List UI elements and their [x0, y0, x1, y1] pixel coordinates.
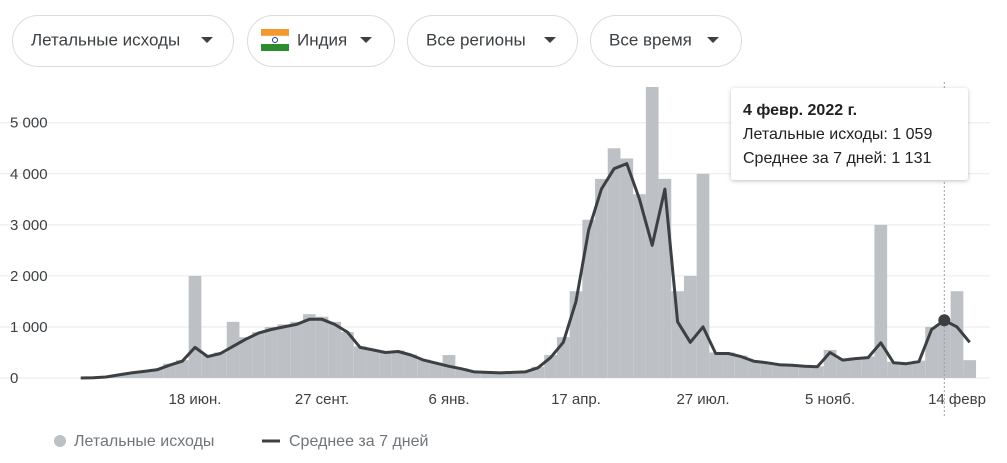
- tooltip-line: Летальные исходы: 1 059: [743, 126, 932, 143]
- x-tick-label: 27 сент.: [295, 391, 349, 408]
- bar: [214, 352, 227, 378]
- bar: [480, 372, 494, 378]
- bar: [734, 355, 748, 378]
- bar: [239, 337, 253, 378]
- filter-button[interactable]: [407, 15, 578, 67]
- bar: [633, 194, 646, 378]
- bar: [404, 354, 418, 378]
- bar: [899, 362, 913, 378]
- filter-button[interactable]: [590, 15, 742, 67]
- bar: [798, 365, 811, 378]
- bar: [315, 316, 329, 378]
- bar: [861, 356, 875, 378]
- bar: [531, 366, 545, 378]
- legend-label: Летальные исходы: [74, 433, 214, 450]
- x-tick-label: 18 июн.: [169, 391, 222, 408]
- bar: [582, 219, 596, 378]
- x-tick-label: 14 февр: [928, 391, 986, 408]
- bar: [747, 360, 761, 378]
- avg-line: [80, 162, 971, 380]
- hover-point: [938, 314, 951, 327]
- tooltip-title: 4 февр. 2022 г.: [743, 102, 857, 119]
- caret: [201, 37, 213, 43]
- bar: [264, 326, 278, 378]
- bar: [125, 372, 138, 378]
- bar: [455, 368, 469, 378]
- caret: [544, 37, 556, 43]
- bar: [391, 350, 405, 378]
- bar: [810, 366, 824, 378]
- y-tick-label: 1 000: [10, 319, 48, 336]
- bar: [722, 352, 735, 378]
- y-tick-label: 5 000: [10, 115, 48, 132]
- bar: [201, 355, 215, 378]
- bar: [341, 332, 354, 378]
- bar: [429, 362, 443, 378]
- y-tick-label: 3 000: [10, 217, 48, 234]
- tooltip: 4 февр. 2022 г. Летальные исходы: 1 059 …: [731, 88, 968, 180]
- bar: [772, 364, 786, 378]
- filter-label: Все время: [609, 30, 692, 49]
- y-tick-label: 4 000: [10, 166, 48, 183]
- bar: [277, 324, 291, 378]
- bar: [226, 321, 240, 378]
- bar: [417, 359, 430, 378]
- bar: [302, 314, 316, 378]
- bar: [671, 291, 684, 378]
- flag-icon: [260, 29, 290, 51]
- y-tick-label: 0: [10, 370, 18, 387]
- bar: [645, 87, 659, 378]
- bar: [379, 351, 392, 378]
- legend: Летальные исходы Среднее за 7 дней: [54, 433, 428, 450]
- tooltip-box: [731, 88, 968, 180]
- bar: [468, 371, 481, 378]
- bar: [493, 372, 507, 378]
- bar: [620, 158, 634, 378]
- bar: [366, 349, 380, 378]
- bar: [963, 360, 977, 378]
- bar: [849, 357, 862, 378]
- filter-label: Летальные исходы: [31, 30, 180, 49]
- bar: [353, 346, 367, 378]
- bar: [328, 321, 342, 378]
- filter-bar: Летальные исходы Индия Все регионы Все в…: [12, 15, 742, 67]
- bar: [760, 362, 773, 378]
- bar: [137, 370, 151, 378]
- x-tick-label: 6 янв.: [428, 391, 469, 408]
- bar: [785, 364, 799, 378]
- bar: [150, 368, 164, 378]
- bar: [912, 360, 926, 378]
- x-tick-label: 27 июл.: [676, 391, 729, 408]
- bar: [874, 224, 888, 378]
- caret: [707, 37, 719, 43]
- filter-label: Индия: [297, 30, 347, 49]
- bar: [925, 326, 938, 378]
- bar: [518, 371, 532, 378]
- bar: [188, 275, 202, 378]
- bar: [175, 360, 189, 378]
- bar: [595, 178, 608, 378]
- tooltip-line: Среднее за 7 дней: 1 131: [743, 150, 931, 167]
- bar: [709, 352, 723, 378]
- bar: [887, 361, 900, 378]
- legend-swatch: [54, 435, 66, 447]
- filter-label: Все регионы: [426, 30, 526, 49]
- x-tick-label: 17 апр.: [551, 391, 601, 408]
- caret: [360, 37, 372, 43]
- bar: [290, 321, 303, 378]
- y-tick-label: 2 000: [10, 268, 48, 285]
- legend-label: Среднее за 7 дней: [289, 433, 428, 450]
- bar: [252, 332, 265, 378]
- x-tick-label: 5 нояб.: [805, 391, 855, 408]
- bar: [696, 173, 710, 378]
- filter-button[interactable]: [12, 15, 234, 67]
- filter-button[interactable]: [247, 15, 395, 67]
- bar: [836, 358, 850, 378]
- bar: [950, 291, 964, 378]
- bar: [506, 372, 519, 378]
- bar: [607, 148, 621, 378]
- bar: [683, 275, 697, 378]
